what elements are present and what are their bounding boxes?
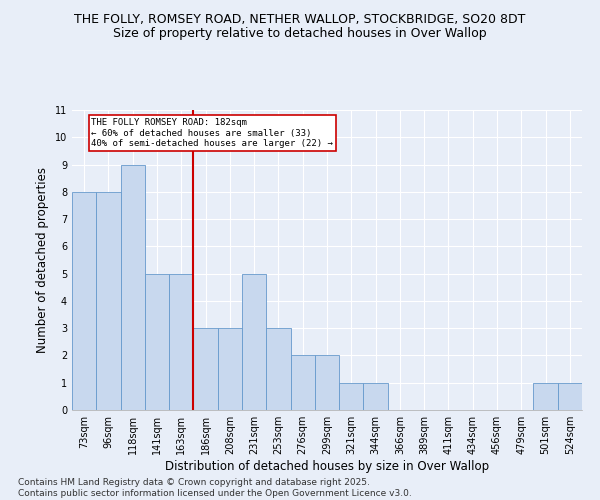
Bar (169, 274, 193, 410)
Bar (242, 274, 266, 410)
Bar (193, 328, 218, 410)
Bar (96, 192, 121, 410)
Text: Size of property relative to detached houses in Over Wallop: Size of property relative to detached ho… (113, 28, 487, 40)
Bar (72, 192, 96, 410)
Bar (266, 328, 290, 410)
X-axis label: Distribution of detached houses by size in Over Wallop: Distribution of detached houses by size … (165, 460, 489, 473)
Bar (558, 382, 582, 410)
Bar (290, 356, 315, 410)
Bar (145, 274, 169, 410)
Text: THE FOLLY ROMSEY ROAD: 182sqm
← 60% of detached houses are smaller (33)
40% of s: THE FOLLY ROMSEY ROAD: 182sqm ← 60% of d… (91, 118, 334, 148)
Bar (364, 382, 388, 410)
Bar (218, 328, 242, 410)
Bar (315, 356, 339, 410)
Bar (121, 164, 145, 410)
Text: THE FOLLY, ROMSEY ROAD, NETHER WALLOP, STOCKBRIDGE, SO20 8DT: THE FOLLY, ROMSEY ROAD, NETHER WALLOP, S… (74, 12, 526, 26)
Bar (339, 382, 364, 410)
Y-axis label: Number of detached properties: Number of detached properties (37, 167, 49, 353)
Bar (533, 382, 558, 410)
Text: Contains HM Land Registry data © Crown copyright and database right 2025.
Contai: Contains HM Land Registry data © Crown c… (18, 478, 412, 498)
